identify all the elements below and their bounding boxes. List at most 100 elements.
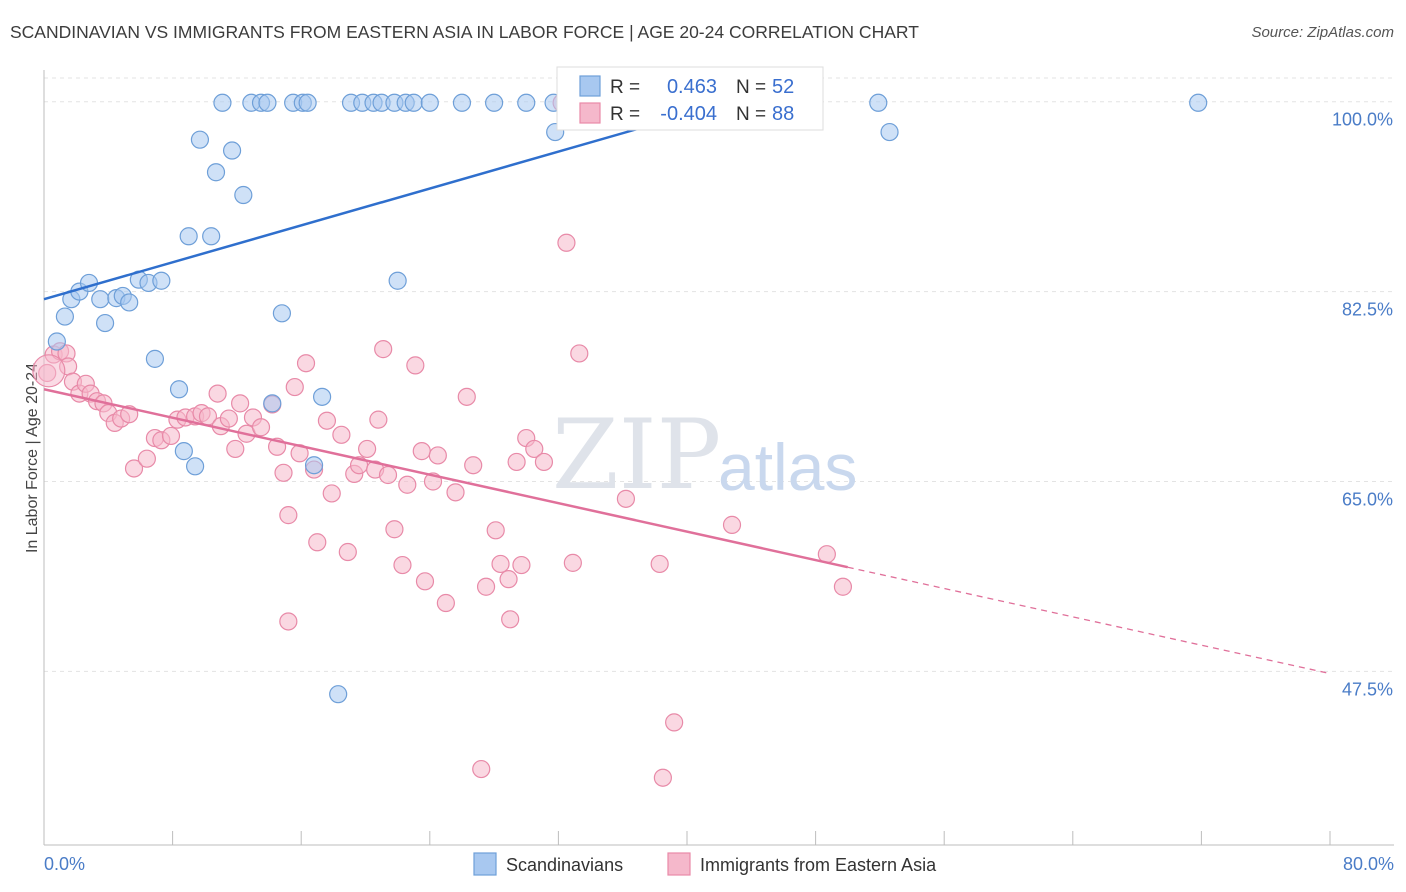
immigrants-point [833,577,853,596]
immigrants-point [332,425,351,444]
legend-box [556,66,824,131]
correlation-legend: R = 0.463 N = 52 R = -0.404 N = 88 [556,66,824,131]
immigrants-point [616,489,636,508]
immigrants-point [464,456,483,475]
trend-lines [43,98,1331,675]
immigrants-point [219,409,238,428]
legend-n-value-1: 52 [772,76,794,98]
bottom-legend-swatch-pink [667,852,691,876]
scandinavians-point [452,93,472,112]
immigrants-point [525,439,544,459]
immigrants-point [161,426,181,446]
immigrants-point [285,377,304,397]
scandinavians-point [388,271,407,290]
immigrants-point [563,553,582,572]
immigrants-point [231,394,250,413]
immigrants-point [472,759,491,779]
immigrants-point [137,449,156,468]
scandinavians-point [304,456,324,475]
scandinavians-point [258,93,277,112]
scandinavians-point [234,185,253,205]
watermark: ZIP atlas [552,399,857,511]
y-tick-label: 82.5% [1342,300,1393,320]
immigrants-point [557,233,576,252]
scandinavians-point [222,141,242,160]
gridlines [44,77,1394,672]
y-tick-label: 47.5% [1342,679,1393,699]
immigrants-point [124,459,144,478]
scandinavians-point [206,163,226,182]
legend-swatch-blue [579,75,601,97]
immigrants-point [369,410,388,429]
legend-n-label-1: N = [736,77,766,98]
immigrants-point [274,463,293,482]
scandinavians-point [174,442,193,461]
scandinavians-point [485,93,504,112]
y-axis-label: In Labor Force | Age 20-24 [24,363,41,553]
legend-swatch-pink [579,102,601,124]
immigrants-point [501,610,520,629]
scandinavians-point [1189,93,1208,112]
legend-r-value-1: 0.463 [667,76,717,98]
immigrants-point [251,418,271,437]
immigrants-point [308,533,327,552]
immigrants-point [296,354,316,373]
immigrants-point [317,411,337,430]
legend-r-value-2: -0.404 [660,103,717,125]
immigrants-point [322,484,341,503]
trend-line-scandinavians [43,98,741,301]
legend-r-label-2: R = [610,104,640,125]
source-note: Source: ZipAtlas.com [1251,24,1394,41]
immigrants-point [226,439,245,459]
scandinavians-point [312,387,332,406]
bottom-legend-label-scandinavians: Scandinavians [506,855,623,875]
immigrants-point [338,542,357,562]
immigrants-point [512,555,531,575]
scandinavians-point [55,307,74,326]
immigrants-point [446,483,465,502]
immigrants-point [398,475,417,494]
immigrants-point [412,442,431,461]
scandinavians-point [186,457,205,476]
immigrants-point [491,554,510,574]
scandinavians-point [95,313,115,333]
immigrants-point [393,555,412,575]
immigrants-point [486,521,505,540]
immigrants-point [650,554,669,574]
immigrants-point [457,387,476,406]
series-scandinavians-points [47,93,1208,704]
scandinavians-point [880,122,899,142]
scandinavians-point [190,130,210,149]
immigrants-point [428,446,447,465]
immigrants-point [415,572,435,591]
scandinavians-point [404,93,423,112]
scandinavians-point [298,93,317,112]
scandinavians-point [869,93,888,112]
scandinavians-point [263,394,282,413]
immigrants-point [534,452,554,472]
scandinavians-point [145,349,165,368]
scandinavians-point [47,332,66,351]
y-tick-labels: 47.5% 65.0% 82.5% 100.0% [1332,110,1393,700]
immigrants-point [208,384,227,403]
immigrants-point [665,713,684,732]
immigrants-point [279,612,298,631]
scandinavians-point [179,227,198,246]
immigrants-point [406,356,425,375]
scandinavians-point [420,93,439,112]
scandinavians-point [517,93,536,112]
scandinavians-point [329,685,348,704]
legend-n-value-2: 88 [772,103,794,125]
immigrants-point [358,439,377,459]
immigrants-point [279,506,298,525]
x-ticks [43,831,1331,845]
immigrants-point [570,344,589,363]
scandinavians-point [213,93,232,112]
watermark-atlas: atlas [718,430,857,504]
bottom-legend-label-immigrants: Immigrants from Eastern Asia [700,855,937,875]
bottom-legend-swatch-blue [473,852,497,876]
y-tick-label: 100.0% [1332,110,1393,130]
immigrants-point [385,520,404,539]
watermark-zip: ZIP [552,399,721,511]
